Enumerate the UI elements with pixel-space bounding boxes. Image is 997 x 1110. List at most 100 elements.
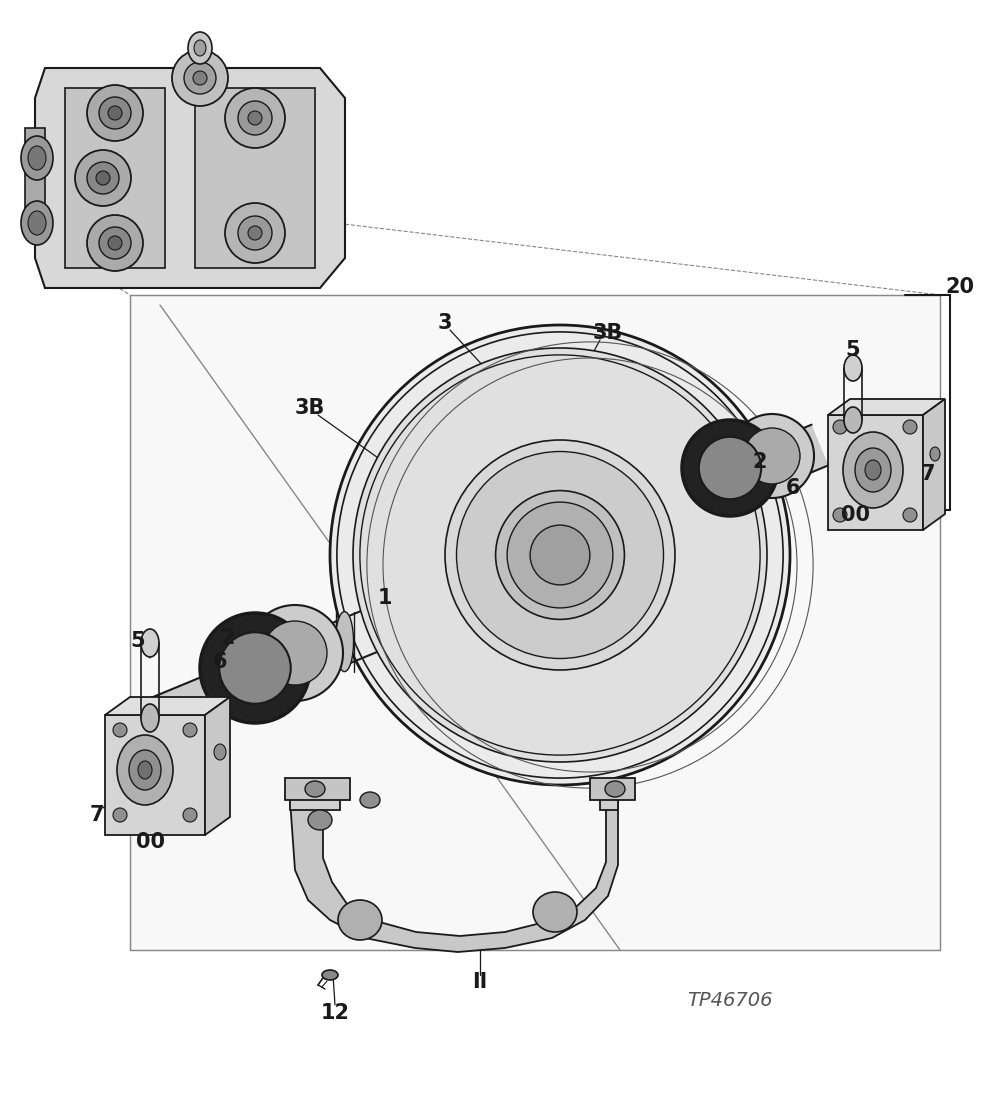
- Ellipse shape: [360, 793, 380, 808]
- Polygon shape: [285, 778, 350, 800]
- Polygon shape: [147, 425, 829, 740]
- Text: 00: 00: [840, 505, 869, 525]
- Ellipse shape: [445, 440, 675, 670]
- Ellipse shape: [113, 723, 127, 737]
- Ellipse shape: [855, 448, 891, 492]
- Ellipse shape: [183, 808, 197, 823]
- Ellipse shape: [238, 216, 272, 250]
- Text: 1: 1: [378, 588, 392, 608]
- Ellipse shape: [108, 236, 122, 250]
- Ellipse shape: [833, 420, 847, 434]
- Ellipse shape: [248, 111, 262, 125]
- Text: 3B: 3B: [295, 398, 325, 418]
- Ellipse shape: [682, 420, 778, 516]
- Text: 5: 5: [845, 340, 860, 360]
- Ellipse shape: [844, 355, 862, 381]
- Ellipse shape: [141, 704, 159, 731]
- Ellipse shape: [903, 420, 917, 434]
- Polygon shape: [923, 398, 945, 529]
- Ellipse shape: [184, 62, 216, 94]
- Ellipse shape: [200, 613, 310, 723]
- Ellipse shape: [188, 32, 212, 64]
- Ellipse shape: [247, 605, 343, 702]
- Ellipse shape: [113, 808, 127, 823]
- Ellipse shape: [336, 612, 354, 672]
- Ellipse shape: [28, 211, 46, 235]
- Ellipse shape: [844, 407, 862, 433]
- Ellipse shape: [263, 620, 327, 685]
- Polygon shape: [105, 697, 230, 715]
- Ellipse shape: [108, 105, 122, 120]
- Text: 12: 12: [320, 1003, 350, 1023]
- Ellipse shape: [865, 460, 881, 480]
- Polygon shape: [828, 398, 945, 415]
- Polygon shape: [25, 128, 45, 228]
- Ellipse shape: [605, 781, 625, 797]
- Ellipse shape: [21, 137, 53, 180]
- Ellipse shape: [530, 525, 590, 585]
- Ellipse shape: [117, 735, 173, 805]
- Ellipse shape: [305, 781, 325, 797]
- Ellipse shape: [730, 414, 814, 498]
- Polygon shape: [205, 697, 230, 835]
- Ellipse shape: [338, 900, 382, 940]
- Ellipse shape: [99, 228, 131, 259]
- Ellipse shape: [99, 97, 131, 129]
- Text: 6: 6: [786, 478, 801, 498]
- Ellipse shape: [843, 432, 903, 508]
- Ellipse shape: [457, 452, 663, 658]
- Polygon shape: [35, 68, 345, 287]
- Ellipse shape: [330, 325, 790, 785]
- Polygon shape: [195, 88, 315, 268]
- Text: 7: 7: [90, 805, 105, 825]
- Polygon shape: [65, 88, 165, 268]
- Ellipse shape: [219, 633, 291, 704]
- Text: 5: 5: [131, 630, 146, 650]
- Ellipse shape: [96, 171, 110, 185]
- Ellipse shape: [744, 428, 800, 484]
- Text: TP46706: TP46706: [687, 990, 773, 1009]
- Polygon shape: [290, 785, 340, 810]
- Text: 00: 00: [136, 832, 165, 852]
- Polygon shape: [105, 715, 205, 835]
- Ellipse shape: [75, 150, 131, 206]
- Polygon shape: [600, 785, 618, 810]
- Ellipse shape: [194, 40, 206, 56]
- Polygon shape: [590, 778, 635, 800]
- Ellipse shape: [322, 970, 338, 980]
- Ellipse shape: [87, 162, 119, 194]
- Ellipse shape: [248, 226, 262, 240]
- Ellipse shape: [833, 508, 847, 522]
- Text: 6: 6: [212, 652, 227, 672]
- Ellipse shape: [87, 215, 143, 271]
- Text: 20: 20: [945, 278, 974, 297]
- Ellipse shape: [533, 892, 577, 932]
- Text: 2: 2: [220, 628, 235, 648]
- Polygon shape: [290, 800, 618, 952]
- Ellipse shape: [214, 744, 226, 760]
- Ellipse shape: [183, 723, 197, 737]
- Ellipse shape: [308, 810, 332, 830]
- Ellipse shape: [21, 201, 53, 245]
- Ellipse shape: [225, 203, 285, 263]
- Ellipse shape: [225, 88, 285, 148]
- Ellipse shape: [138, 761, 152, 779]
- Ellipse shape: [507, 502, 613, 608]
- Ellipse shape: [353, 349, 767, 761]
- Text: 2: 2: [753, 452, 768, 472]
- Polygon shape: [828, 415, 923, 529]
- Ellipse shape: [87, 85, 143, 141]
- Ellipse shape: [28, 147, 46, 170]
- Text: 3: 3: [438, 313, 453, 333]
- Ellipse shape: [193, 71, 207, 85]
- Ellipse shape: [496, 491, 624, 619]
- Text: II: II: [473, 972, 488, 992]
- Ellipse shape: [930, 447, 940, 461]
- Ellipse shape: [309, 625, 327, 680]
- Polygon shape: [130, 295, 940, 950]
- Text: 3B: 3B: [593, 323, 623, 343]
- Ellipse shape: [699, 437, 761, 500]
- Ellipse shape: [141, 629, 159, 657]
- Ellipse shape: [129, 750, 161, 790]
- Ellipse shape: [903, 508, 917, 522]
